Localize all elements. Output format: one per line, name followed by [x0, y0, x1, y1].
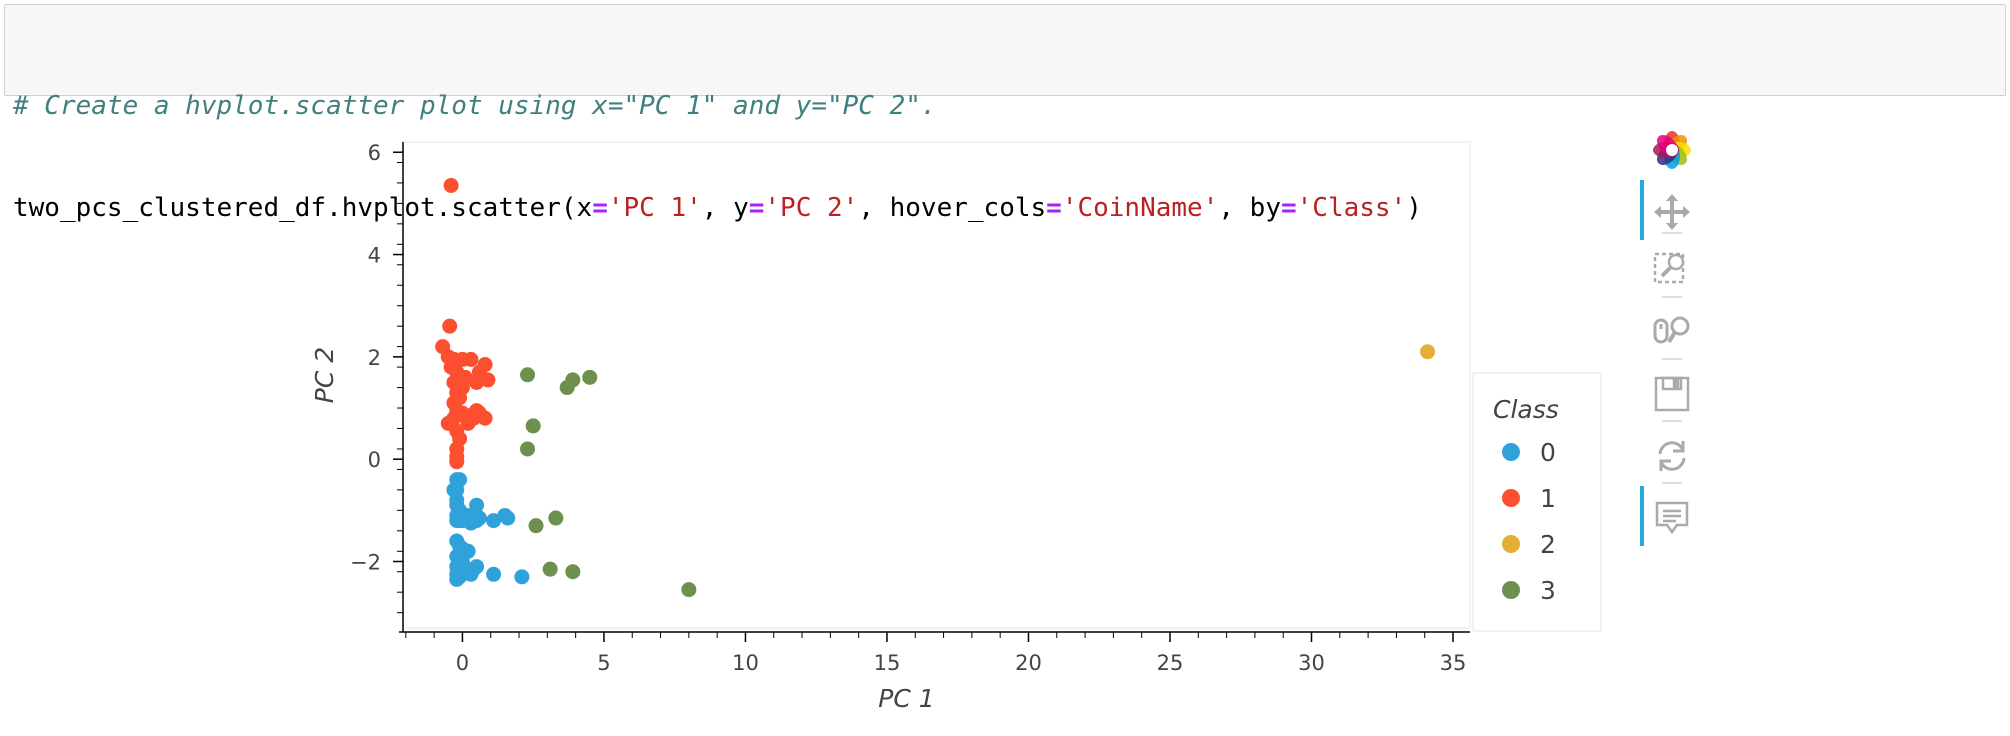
- scatter-point-class-3[interactable]: [565, 564, 581, 580]
- scatter-point-class-1[interactable]: [454, 380, 470, 396]
- scatter-point-class-0[interactable]: [471, 510, 487, 526]
- y-tick-label: 0: [368, 448, 381, 472]
- code-token: =: [1046, 193, 1062, 223]
- hover-icon: [1655, 501, 1689, 535]
- hover-tool-button[interactable]: [1650, 496, 1694, 540]
- toolbar-separator: [1662, 420, 1682, 422]
- save-tool-button[interactable]: [1650, 372, 1694, 416]
- legend-entry-label[interactable]: 0: [1540, 438, 1556, 467]
- scatter-point-class-0[interactable]: [469, 497, 485, 513]
- code-token: ): [1406, 193, 1422, 223]
- x-tick-label: 15: [874, 651, 901, 675]
- scatter-point-class-1[interactable]: [449, 454, 465, 470]
- code-token: 'Class': [1296, 193, 1407, 223]
- pan-icon: [1654, 194, 1690, 230]
- legend-entry-label[interactable]: 2: [1540, 530, 1556, 559]
- legend-marker-class-1[interactable]: [1502, 489, 1520, 507]
- scatter-point-class-3[interactable]: [525, 418, 541, 434]
- code-comment-line: # Create a hvplot.scatter plot using x="…: [13, 89, 2005, 123]
- y-tick-label: 2: [368, 346, 381, 370]
- code-token: two_pcs_clustered_df.hvplot.scatter(x: [13, 193, 593, 223]
- toolbar-separator: [1662, 482, 1682, 484]
- box-zoom-tool-button[interactable]: [1650, 246, 1694, 290]
- scatter-point-class-0[interactable]: [449, 571, 465, 587]
- scatter-point-class-3[interactable]: [520, 367, 536, 383]
- x-tick-label: 0: [456, 651, 469, 675]
- code-token: , hover_cols: [858, 193, 1047, 223]
- legend-marker-class-3[interactable]: [1502, 581, 1520, 599]
- scatter-point-class-0[interactable]: [486, 566, 502, 582]
- reset-icon: [1658, 441, 1686, 471]
- y-tick-label: 4: [368, 244, 381, 268]
- code-token: 'PC 2': [764, 193, 859, 223]
- code-comment: # Create a hvplot.scatter plot using x="…: [13, 91, 937, 121]
- scatter-point-class-3[interactable]: [520, 441, 536, 457]
- scatter-point-class-2[interactable]: [1420, 344, 1436, 360]
- code-token: 'PC 1': [607, 193, 702, 223]
- active-tool-indicator: [1640, 180, 1644, 240]
- toolbar-separator: [1662, 358, 1682, 360]
- scatter-point-class-0[interactable]: [514, 569, 530, 585]
- legend-box: [1472, 372, 1602, 632]
- legend-title: Class: [1493, 395, 1559, 424]
- scatter-point-class-3[interactable]: [542, 561, 558, 577]
- box-zoom-icon: [1653, 252, 1685, 284]
- toolbar-separator: [1662, 232, 1682, 234]
- code-cell[interactable]: # Create a hvplot.scatter plot using x="…: [4, 4, 2006, 223]
- y-tick-label: −2: [350, 550, 381, 574]
- active-tool-indicator: [1640, 486, 1644, 546]
- toolbar-separator: [1662, 296, 1682, 298]
- scatter-point-class-1[interactable]: [463, 351, 479, 367]
- bokeh-logo-tool-button[interactable]: [1650, 128, 1694, 172]
- x-tick-label: 35: [1440, 651, 1467, 675]
- wheel-zoom-tool-button[interactable]: [1650, 310, 1694, 354]
- scatter-point-class-3[interactable]: [582, 369, 598, 385]
- scatter-point-class-1[interactable]: [460, 415, 476, 431]
- reset-tool-button[interactable]: [1650, 434, 1694, 478]
- save-icon: [1654, 376, 1690, 412]
- x-tick-label: 5: [597, 651, 610, 675]
- legend-marker-class-2[interactable]: [1502, 535, 1520, 553]
- code-token: =: [748, 193, 765, 223]
- scatter-point-class-1[interactable]: [469, 403, 485, 419]
- scatter-point-class-3[interactable]: [528, 518, 544, 534]
- legend-entry-label[interactable]: 3: [1540, 576, 1556, 605]
- scatter-point-class-1[interactable]: [443, 177, 459, 193]
- bokeh-logo-icon: [1653, 131, 1691, 169]
- legend-entry-label[interactable]: 1: [1540, 484, 1556, 513]
- wheel-zoom-icon: [1653, 316, 1690, 344]
- code-token: , by: [1218, 193, 1281, 223]
- code-token: =: [592, 193, 608, 223]
- x-tick-label: 10: [732, 651, 759, 675]
- y-axis-label: PC 2: [310, 347, 339, 403]
- code-statement-line: two_pcs_clustered_df.hvplot.scatter(x='P…: [13, 191, 2005, 225]
- pan-tool-button[interactable]: [1650, 190, 1694, 234]
- code-token: , y: [701, 193, 749, 223]
- code-token: 'CoinName': [1061, 193, 1219, 223]
- x-tick-label: 25: [1157, 651, 1184, 675]
- legend-marker-class-0[interactable]: [1502, 443, 1520, 461]
- x-tick-label: 20: [1015, 651, 1042, 675]
- scatter-point-class-3[interactable]: [681, 582, 697, 598]
- x-tick-label: 30: [1298, 651, 1325, 675]
- scatter-point-class-1[interactable]: [442, 318, 458, 334]
- y-tick-label: 6: [368, 141, 381, 165]
- scatter-point-class-3[interactable]: [548, 510, 564, 526]
- x-axis-label: PC 1: [878, 684, 934, 713]
- plot-toolbar: [1640, 128, 1700, 568]
- scatter-point-class-3[interactable]: [565, 372, 581, 388]
- scatter-chart[interactable]: 0 5 10 15 20 25 30 35 −2 0 2 4 6 PC 1 PC 2 Class 0 1 2 3: [0, 100, 2010, 736]
- scatter-point-class-0[interactable]: [500, 510, 516, 526]
- code-token: =: [1280, 193, 1297, 223]
